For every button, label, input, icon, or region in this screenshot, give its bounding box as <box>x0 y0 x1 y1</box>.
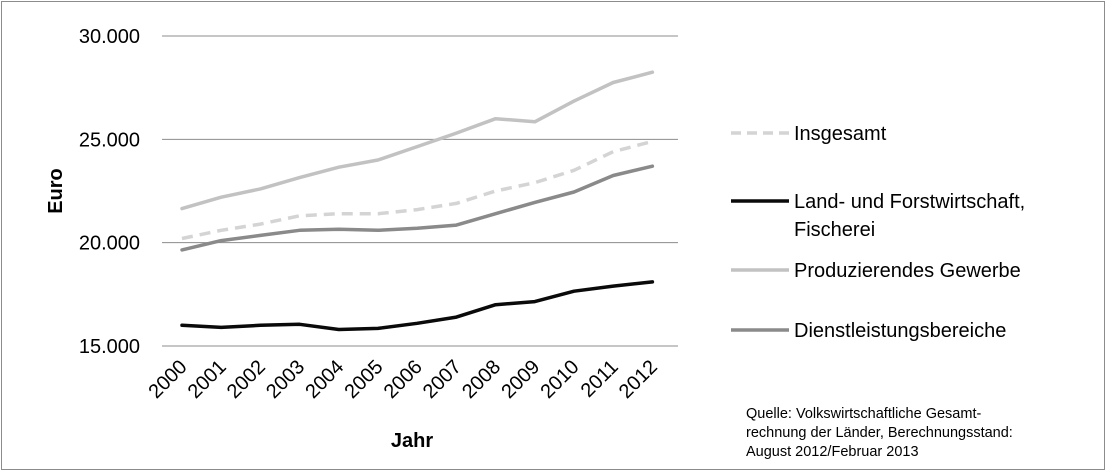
x-tick-label: 2006 <box>380 356 427 403</box>
series-line-0 <box>181 139 653 241</box>
x-tick-label: 2011 <box>577 356 623 402</box>
source-line: rechnung der Länder, Berechnungsstand: <box>746 425 1013 441</box>
legend-label: Dienstleistungsbereiche <box>794 320 1006 342</box>
x-tick-label: 2003 <box>262 356 309 403</box>
legend-label: Fischerei <box>794 219 875 241</box>
y-axis-title: Euro <box>45 168 67 214</box>
source-line: August 2012/Februar 2013 <box>746 444 919 460</box>
series-line-1 <box>180 280 655 332</box>
x-tick-label: 2000 <box>145 356 192 403</box>
y-axis-tick-labels: 15.000 20.000 25.000 30.000 <box>79 26 140 358</box>
gridlines <box>162 35 678 347</box>
legend-label: Produzierendes Gewerbe <box>794 260 1021 282</box>
series-line-2 <box>180 70 655 211</box>
series-line-3 <box>180 164 655 252</box>
x-tick-label: 2007 <box>419 356 466 403</box>
x-tick-label: 2001 <box>184 356 231 403</box>
legend-label: Insgesamt <box>794 123 887 145</box>
series-lines <box>180 70 655 332</box>
x-axis-title: Jahr <box>391 430 433 452</box>
legend: Insgesamt Land- und Forstwirtschaft, Fisch… <box>731 123 1025 342</box>
x-tick-label: 2002 <box>223 356 270 403</box>
x-tick-label: 2004 <box>301 356 348 403</box>
source-note: Quelle: Volkswirtschaftliche Gesamt-rech… <box>746 406 1013 460</box>
x-tick-label: 2005 <box>341 356 388 403</box>
x-tick-label: 2012 <box>615 356 662 403</box>
y-tick-label: 30.000 <box>79 26 140 48</box>
y-tick-label: 20.000 <box>79 233 140 255</box>
x-tick-label: 2010 <box>537 356 584 403</box>
legend-label: Land- und Forstwirtschaft, <box>794 191 1025 213</box>
y-tick-label: 15.000 <box>79 336 140 358</box>
y-tick-label: 25.000 <box>79 129 140 151</box>
source-line: Quelle: Volkswirtschaftliche Gesamt- <box>746 406 981 422</box>
x-axis-tick-labels: 2000200120022003200420052006200720082009… <box>145 356 662 403</box>
x-tick-label: 2009 <box>497 356 544 403</box>
x-tick-label: 2008 <box>458 356 505 403</box>
